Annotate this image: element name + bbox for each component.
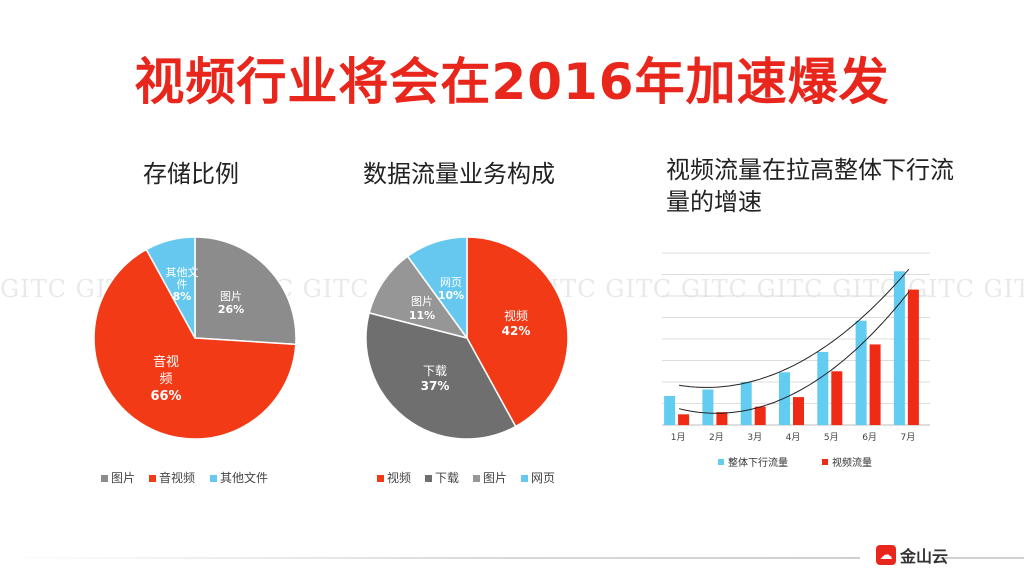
bar-整体下行流量 (740, 382, 752, 425)
bar-整体下行流量 (664, 396, 676, 425)
trendline-视频流量 (678, 291, 910, 414)
chart-title-storage: 存储比例 (143, 160, 239, 188)
pie-slice-网页 (406, 236, 468, 341)
x-tick-label: 7月 (900, 432, 915, 443)
pie-slice-视频 (466, 236, 569, 428)
bar-视频流量 (793, 397, 804, 425)
brand-logo: ☁ 金山云 (876, 543, 948, 567)
bar-视频流量 (907, 289, 919, 425)
x-tick-label: 4月 (786, 432, 801, 443)
slice-percent: 37% (421, 379, 450, 393)
legend-label: 整体下行流量 (728, 456, 788, 469)
cloud-icon: ☁ (876, 545, 896, 565)
chart-title-traffic: 数据流量业务构成 (363, 160, 555, 188)
legend-swatch (425, 475, 432, 482)
slice-percent: 66% (150, 389, 181, 404)
legend-label: 图片 (111, 471, 135, 485)
footer-divider (0, 557, 860, 559)
slice-label: 图片 (411, 295, 433, 308)
chart-title-growth: 视频流量在拉高整体下行流量的增速 (666, 156, 954, 216)
legend-swatch (210, 475, 217, 482)
pie-slice-下载 (365, 311, 517, 440)
bar-整体下行流量 (855, 320, 867, 425)
slice-percent: 26% (218, 303, 244, 316)
slice-label: 图片 (220, 290, 242, 303)
slice-percent: 42% (502, 324, 531, 338)
pie-slice-音视频 (93, 248, 297, 440)
logo-text: 金山云 (900, 547, 949, 566)
bar-视频流量 (831, 371, 843, 426)
x-tick-label: 1月 (671, 432, 686, 443)
bar-视频流量 (678, 414, 690, 426)
legend-label: 下载 (435, 471, 459, 485)
legend-label: 视频流量 (832, 456, 872, 469)
page-title: 视频行业将会在2016年加速爆发 (134, 53, 890, 111)
slice-label: 网页 (440, 276, 462, 289)
footer-divider-right (940, 557, 1024, 559)
legend-label: 音视频 (159, 470, 195, 485)
slice-label: 其他文 (166, 265, 199, 279)
bar-整体下行流量 (893, 271, 905, 425)
bar-视频流量 (754, 406, 766, 425)
slice-percent: 11% (409, 309, 435, 322)
legend-label: 网页 (531, 471, 555, 485)
slice-percent: 10% (438, 289, 464, 302)
legend-swatch (473, 475, 480, 482)
slice-label: 视频 (504, 308, 528, 323)
slice-label: 音视 (153, 354, 179, 370)
x-tick-label: 6月 (862, 432, 877, 443)
legend-swatch (521, 475, 528, 482)
bar-整体下行流量 (817, 351, 829, 425)
x-tick-label: 2月 (709, 432, 724, 443)
legend-swatch (149, 475, 156, 482)
bar-整体下行流量 (779, 372, 790, 425)
bar-整体下行流量 (702, 389, 714, 425)
slice-percent: 8% (173, 290, 192, 303)
pie-slice-其他文件 (145, 236, 196, 339)
trendline-整体下行流量 (679, 268, 910, 388)
legend-swatch (377, 475, 384, 482)
slice-label: 下载 (423, 364, 447, 378)
legend-label: 其他文件 (220, 470, 268, 485)
legend-label: 视频 (387, 470, 411, 485)
pie-slice-图片 (368, 255, 469, 340)
bar-视频流量 (716, 412, 728, 425)
legend-swatch (822, 459, 828, 465)
bar-视频流量 (869, 344, 881, 425)
x-tick-label: 5月 (824, 432, 839, 443)
slice-label: 频 (159, 372, 172, 387)
x-tick-label: 3月 (747, 432, 762, 443)
legend-label: 图片 (483, 471, 507, 485)
legend-swatch (101, 475, 108, 482)
pie-slice-图片 (194, 236, 297, 346)
slice-label: 件 (177, 278, 188, 291)
legend-swatch (718, 459, 724, 465)
